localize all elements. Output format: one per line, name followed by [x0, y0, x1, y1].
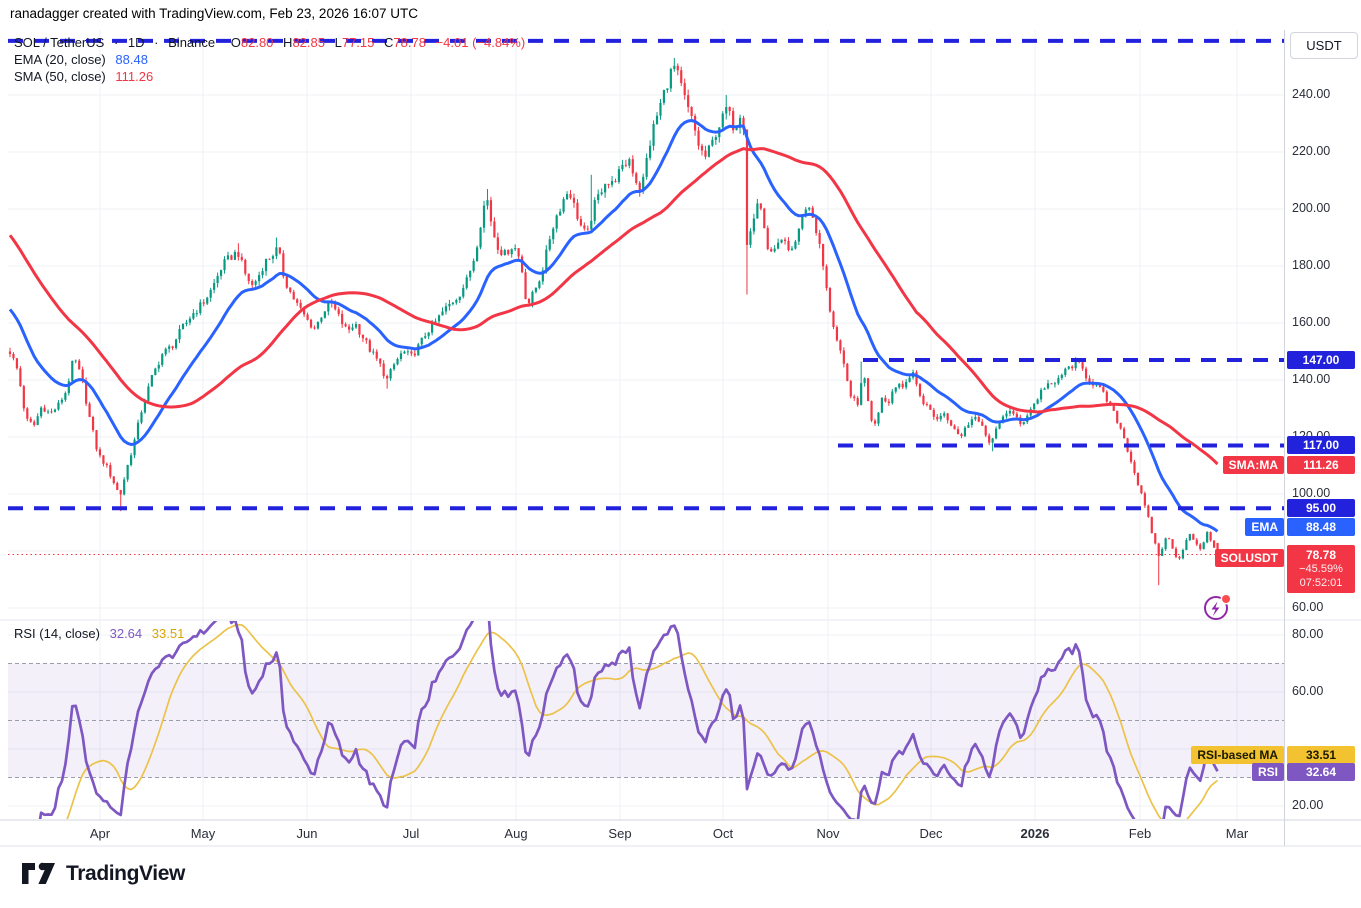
price-tick-label: 160.00: [1292, 315, 1331, 329]
ema-legend-row[interactable]: EMA (20, close) 88.48: [14, 52, 148, 67]
last-price-value: 78.78: [1305, 548, 1337, 562]
time-axis-label: Dec: [919, 826, 943, 841]
low-value: 77.15: [341, 35, 375, 50]
legend-separator: ·: [113, 35, 119, 50]
tradingview-logo-mark: [22, 862, 55, 884]
time-axis-label: 2026: [1020, 826, 1050, 841]
price-tick-label: 60.00: [1292, 600, 1324, 614]
sma-value: 111.26: [115, 69, 154, 84]
ema-value: 88.48: [115, 52, 148, 67]
rsi-tick-label: 20.00: [1292, 798, 1324, 812]
attribution-text: ranadagger created with TradingView.com,…: [10, 6, 418, 21]
sma-legend-row[interactable]: SMA (50, close) 111.26: [14, 69, 153, 84]
change-value: −4.01 (−4.84%): [435, 35, 526, 50]
level-badge-95[interactable]: 95.00: [1287, 499, 1355, 517]
lightning-bolt-glyph: [1211, 601, 1220, 616]
time-axis-label: Mar: [1225, 826, 1249, 841]
rsi-axis-badge[interactable]: 32.64: [1287, 763, 1355, 781]
level-badge-117[interactable]: 117.00: [1287, 436, 1355, 454]
rsi-ma-value: 33.51: [151, 626, 185, 641]
time-axis-label: Sep: [608, 826, 632, 841]
price-tick-label: 200.00: [1292, 201, 1331, 215]
price-tick-label: 240.00: [1292, 87, 1331, 101]
price-tick-label: 140.00: [1292, 372, 1331, 386]
time-axis-label: Apr: [89, 826, 111, 841]
sma-label: SMA (50, close): [14, 69, 106, 84]
currency-toggle-button[interactable]: USDT: [1290, 32, 1358, 59]
level-badge-147[interactable]: 147.00: [1287, 351, 1355, 369]
close-value: 78.78: [393, 35, 426, 50]
rsi-label: RSI (14, close): [14, 626, 100, 641]
symbol-floating-badge[interactable]: SOLUSDT: [1214, 549, 1284, 567]
tradingview-logo-text: TradingView: [66, 861, 185, 885]
interval-label[interactable]: 1D: [127, 35, 145, 50]
time-axis-label: May: [190, 826, 216, 841]
open-value: 82.80: [240, 35, 274, 50]
open-label: O: [230, 35, 241, 50]
last-price-countdown: 07:52:01: [1299, 577, 1343, 589]
ema-label: EMA (20, close): [14, 52, 106, 67]
price-tick-label: 100.00: [1292, 486, 1331, 500]
notification-dot: [1222, 595, 1230, 603]
sma-floating-badge[interactable]: SMA:MA: [1222, 456, 1284, 474]
high-value: 82.85: [292, 35, 325, 50]
last-price-axis-badge[interactable]: 78.78 −45.59% 07:52:01: [1287, 545, 1355, 593]
close-label: C: [384, 35, 394, 50]
time-axis-label: Aug: [504, 826, 528, 841]
sma-axis-badge[interactable]: 111.26: [1287, 456, 1355, 474]
symbol-title[interactable]: SOL / TetherUS: [14, 35, 105, 50]
time-axis-label: Oct: [712, 826, 734, 841]
flash-events-icon[interactable]: [1202, 592, 1232, 622]
rsi-value: 32.64: [109, 626, 143, 641]
time-axis-label: Feb: [1128, 826, 1152, 841]
rsi-legend-row[interactable]: RSI (14, close) 32.64 33.51: [14, 626, 184, 641]
time-axis-label: Nov: [816, 826, 840, 841]
rsi-ma-axis-badge[interactable]: 33.51: [1287, 746, 1355, 764]
rsi-ma-floating-badge[interactable]: RSI-based MA: [1191, 746, 1284, 764]
rsi-tick-label: 60.00: [1292, 684, 1324, 698]
low-label: L: [334, 35, 342, 50]
ema-floating-badge[interactable]: EMA: [1245, 518, 1284, 536]
last-price-change-pct: −45.59%: [1299, 563, 1343, 575]
legend-separator: ·: [154, 35, 159, 50]
rsi-tick-label: 80.00: [1292, 627, 1324, 641]
rsi-floating-badge[interactable]: RSI: [1251, 763, 1284, 781]
exchange-label: Binance: [168, 35, 216, 50]
time-axis-label: Jun: [296, 826, 318, 841]
price-tick-label: 180.00: [1292, 258, 1331, 272]
time-axis-label: Jul: [402, 826, 420, 841]
price-tick-label: 220.00: [1292, 144, 1331, 158]
symbol-legend-row: SOL / TetherUS · 1D · Binance O82.80 H82…: [14, 35, 525, 50]
tradingview-logo[interactable]: TradingView: [20, 860, 185, 887]
high-label: H: [283, 35, 293, 50]
ema-axis-badge[interactable]: 88.48: [1287, 518, 1355, 536]
